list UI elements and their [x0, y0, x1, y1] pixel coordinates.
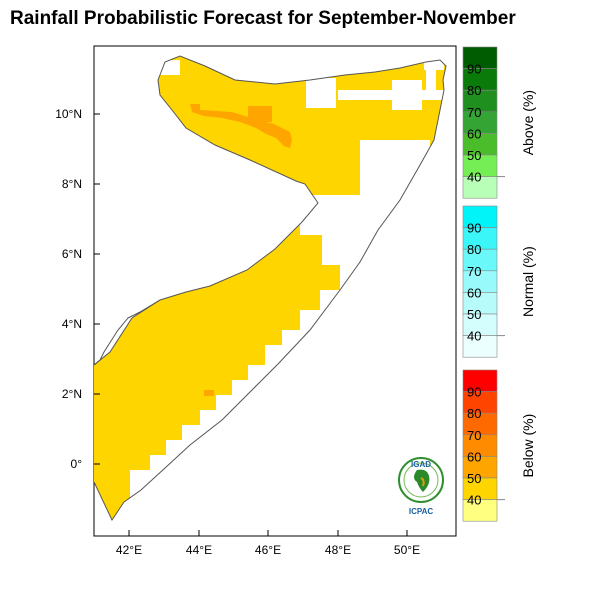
colorbar-label: 70 — [467, 428, 481, 443]
colorbar-label: 50 — [467, 148, 481, 163]
x-tick-label: 42°E — [116, 543, 142, 557]
y-axis — [94, 113, 100, 465]
colorbar-normal: 90 80 70 60 50 40 Normal (%) — [462, 205, 536, 358]
colorbar-label: 70 — [467, 264, 481, 279]
svg-text:ICPAC: ICPAC — [409, 507, 434, 516]
colorbar-label: 40 — [467, 329, 481, 344]
colorbar-label: 90 — [467, 62, 481, 77]
colorbar-below: 90 80 70 60 50 40 Below (%) — [462, 369, 536, 522]
colorbar-title: Below (%) — [520, 414, 536, 478]
y-tick-label: 2°N — [62, 387, 82, 401]
y-tick-label: 4°N — [62, 317, 82, 331]
y-tick-label: 8°N — [62, 177, 82, 191]
x-tick-label: 44°E — [186, 543, 212, 557]
colorbar-label: 40 — [467, 170, 481, 185]
colorbar-label: 80 — [467, 406, 481, 421]
coastline — [94, 55, 447, 522]
y-tick-label: 6°N — [62, 247, 82, 261]
y-tick-labels: 10°N 8°N 6°N 4°N 2°N 0° — [55, 107, 82, 471]
below-50-region — [190, 104, 292, 396]
x-tick-label: 46°E — [255, 543, 281, 557]
colorbar-label: 80 — [467, 83, 481, 98]
x-tick-labels: 42°E 44°E 46°E 48°E 50°E — [116, 543, 420, 557]
x-tick-label: 50°E — [394, 543, 420, 557]
x-tick-label: 48°E — [325, 543, 351, 557]
colorbar-label: 60 — [467, 126, 481, 141]
colorbar-title: Above (%) — [520, 90, 536, 155]
colorbar-label: 60 — [467, 449, 481, 464]
colorbar-swatch — [462, 335, 498, 358]
svg-text:IGAD: IGAD — [411, 460, 431, 469]
colorbar-above: 90 80 70 60 50 40 Above (%) — [462, 46, 536, 199]
map-title: Rainfall Probabilistic Forecast for Sept… — [10, 8, 516, 29]
colorbars: 90 80 70 60 50 40 Above (%) 90 80 70 60 50 40 Normal … — [462, 46, 536, 522]
colorbar-label: 50 — [467, 307, 481, 322]
colorbar-label: 50 — [467, 471, 481, 486]
colorbar-label: 60 — [467, 285, 481, 300]
colorbar-label: 70 — [467, 105, 481, 120]
y-tick-label: 0° — [71, 457, 83, 471]
x-axis — [128, 530, 408, 536]
inland-border — [94, 299, 161, 366]
colorbar-swatch — [462, 499, 498, 522]
colorbar-swatch — [462, 176, 498, 199]
icpac-logo: IGAD ICPAC — [398, 457, 444, 516]
colorbar-label: 40 — [467, 493, 481, 508]
colorbar-label: 90 — [467, 221, 481, 236]
colorbar-label: 80 — [467, 242, 481, 257]
colorbar-label: 90 — [467, 385, 481, 400]
colorbar-title: Normal (%) — [520, 246, 536, 317]
y-tick-label: 10°N — [55, 107, 82, 121]
